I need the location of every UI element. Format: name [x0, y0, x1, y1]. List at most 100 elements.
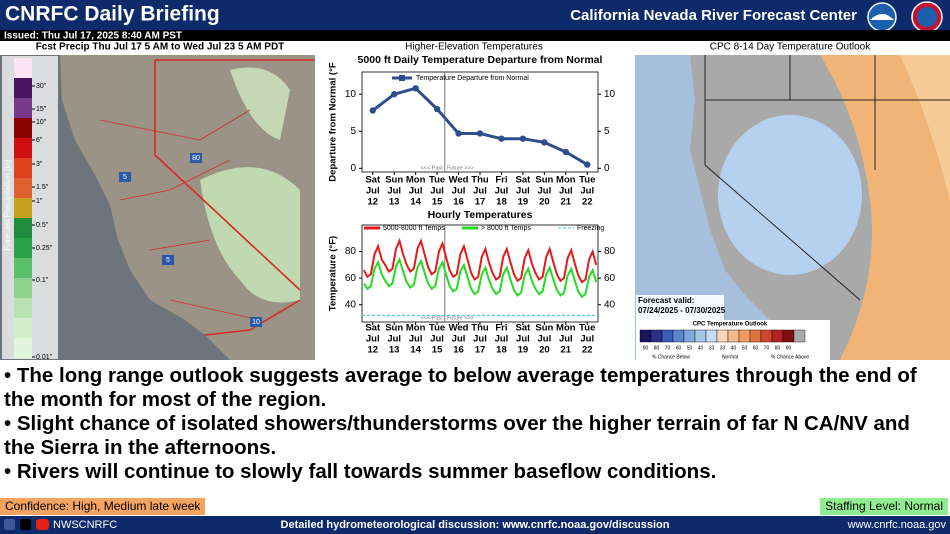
series-marker — [476, 130, 484, 137]
cpc-legend-title: CPC Temperature Outlook — [693, 322, 768, 328]
header-center: California Nevada River Forecast Center — [570, 7, 857, 24]
series-marker — [519, 135, 527, 142]
cpc-swatch — [639, 329, 652, 343]
colorbar-tick-label: 0.5" — [36, 222, 49, 229]
x-tick-label: Jul — [495, 334, 509, 345]
colorbar-label: Forecast Precipitation (in) — [3, 159, 12, 250]
series-marker — [541, 139, 548, 146]
legend-label: Freezing — [577, 225, 604, 232]
x-tick-label: Wed — [449, 175, 469, 186]
y2-tick-label: 60 — [604, 273, 616, 284]
x-tick-label: 21 — [561, 197, 572, 208]
cpc-swatch — [738, 329, 751, 343]
x-tick-label: Sat — [365, 323, 381, 334]
bullet-list: • The long range outlook suggests averag… — [4, 364, 946, 484]
valid-range: 07/24/2025 - 07/30/2025 — [638, 306, 726, 315]
x-tick-label: Jul — [409, 334, 423, 345]
cpc-tick-label: 33 — [720, 345, 726, 351]
x-tick-label: Sat — [365, 175, 381, 186]
x-tick-label: 19 — [518, 197, 529, 208]
bullet: • Slight chance of isolated showers/thun… — [4, 412, 910, 459]
above-area-light — [900, 55, 950, 200]
past-label: <<< Past — [421, 315, 444, 321]
x-tick-label: Sat — [516, 323, 532, 334]
header-title: CNRFC Daily Briefing — [5, 3, 220, 26]
highway-label: 80 — [192, 155, 200, 162]
y2-tick-label: 80 — [604, 246, 616, 257]
cpc-tick-label: 80 — [654, 345, 660, 351]
legend-label: 5000-8000 ft Temps — [383, 225, 445, 232]
temps-title: Higher-Elevation Temperatures — [405, 42, 543, 53]
footer-bar — [0, 516, 950, 534]
x-tick-label: Jul — [559, 334, 573, 345]
colorbar-swatch — [14, 238, 32, 259]
below-area — [718, 115, 862, 275]
valid-box — [636, 295, 724, 321]
colorbar-swatch — [14, 78, 32, 99]
x-tick-label: Sun — [385, 323, 403, 334]
x-tick-label: Thu — [471, 323, 489, 334]
x-tick-label: 18 — [496, 345, 507, 356]
x-tick-label: Jul — [516, 334, 530, 345]
cpc-tick-label: 90 — [786, 345, 792, 351]
x-tick-label: Mon — [406, 323, 426, 334]
bullet: • The long range outlook suggests averag… — [4, 364, 917, 411]
x-tick-label: 14 — [410, 345, 421, 356]
x-tick-label: Tue — [429, 175, 445, 186]
x-tick-label: 13 — [389, 197, 400, 208]
colorbar-tick-label: 6" — [36, 137, 43, 144]
highway-shield — [119, 172, 131, 182]
staffing-tag: Staffing Level: Normal — [820, 498, 948, 515]
x-tick-label: Mon — [556, 175, 576, 186]
x-tick-label: 21 — [561, 345, 572, 356]
colorbar-tick-label: 10" — [36, 119, 47, 126]
future-label: Future >>> — [447, 165, 474, 171]
series-marker — [412, 85, 419, 92]
colorbar-tick-label: 1.5" — [36, 184, 49, 191]
x-tick-label: Jul — [516, 186, 530, 197]
x-tick-label: Jul — [387, 186, 401, 197]
cpc-swatch — [661, 329, 674, 343]
header-bar — [0, 0, 950, 30]
x-tick-label: Mon — [556, 323, 576, 334]
x-tick-label: Jul — [495, 186, 509, 197]
colorbar-tick-label: 0.1" — [36, 277, 49, 284]
bullet: • Rivers will continue to slowly fall to… — [4, 460, 717, 483]
series-marker — [562, 148, 570, 156]
valid-label: Forecast valid: — [638, 296, 694, 305]
x-tick-label: 18 — [496, 197, 507, 208]
x-tick-label: Tue — [579, 323, 595, 334]
cpc-tick-label: 33 — [709, 345, 715, 351]
issued-strip — [0, 30, 950, 41]
colorbar-tick-label: 15" — [36, 106, 47, 113]
youtube-icon — [36, 519, 49, 530]
y-axis-label: Temperature (°F) — [328, 236, 339, 311]
noaa-logo-bird — [870, 14, 894, 20]
precip-area — [200, 167, 300, 303]
x-tick-label: Jul — [452, 334, 466, 345]
x-tick-label: Sun — [535, 323, 553, 334]
x-tick-label: Jul — [387, 334, 401, 345]
precip-area — [230, 67, 290, 140]
x-tick-label: Jul — [473, 186, 487, 197]
x-tick-label: 22 — [582, 197, 593, 208]
highway-shield — [250, 317, 262, 327]
precip-title: Fcst Precip Thu Jul 17 5 AM to Wed Jul 2… — [36, 42, 285, 53]
cpc-tick-label: 70 — [764, 345, 770, 351]
x-tick-label: Sat — [516, 175, 532, 186]
footer-handle: NWSCNRFC — [53, 519, 117, 531]
colorbar-swatch — [14, 158, 32, 179]
series-line — [362, 256, 598, 299]
cpc-below: % Chance Below — [652, 354, 690, 360]
colorbar-tick-label: 30" — [36, 83, 47, 90]
cpc-tick-label: 40 — [698, 345, 704, 351]
x-tick-label: Jul — [559, 186, 573, 197]
nws-logo-inner — [917, 7, 937, 27]
cpc-above: % Chance Above — [771, 354, 810, 360]
x-tick-label: 20 — [539, 197, 550, 208]
colorbar-swatch — [14, 338, 32, 359]
cpc-swatch — [771, 329, 784, 343]
x-tick-label: 16 — [453, 197, 464, 208]
x-tick-label: Jul — [409, 186, 423, 197]
